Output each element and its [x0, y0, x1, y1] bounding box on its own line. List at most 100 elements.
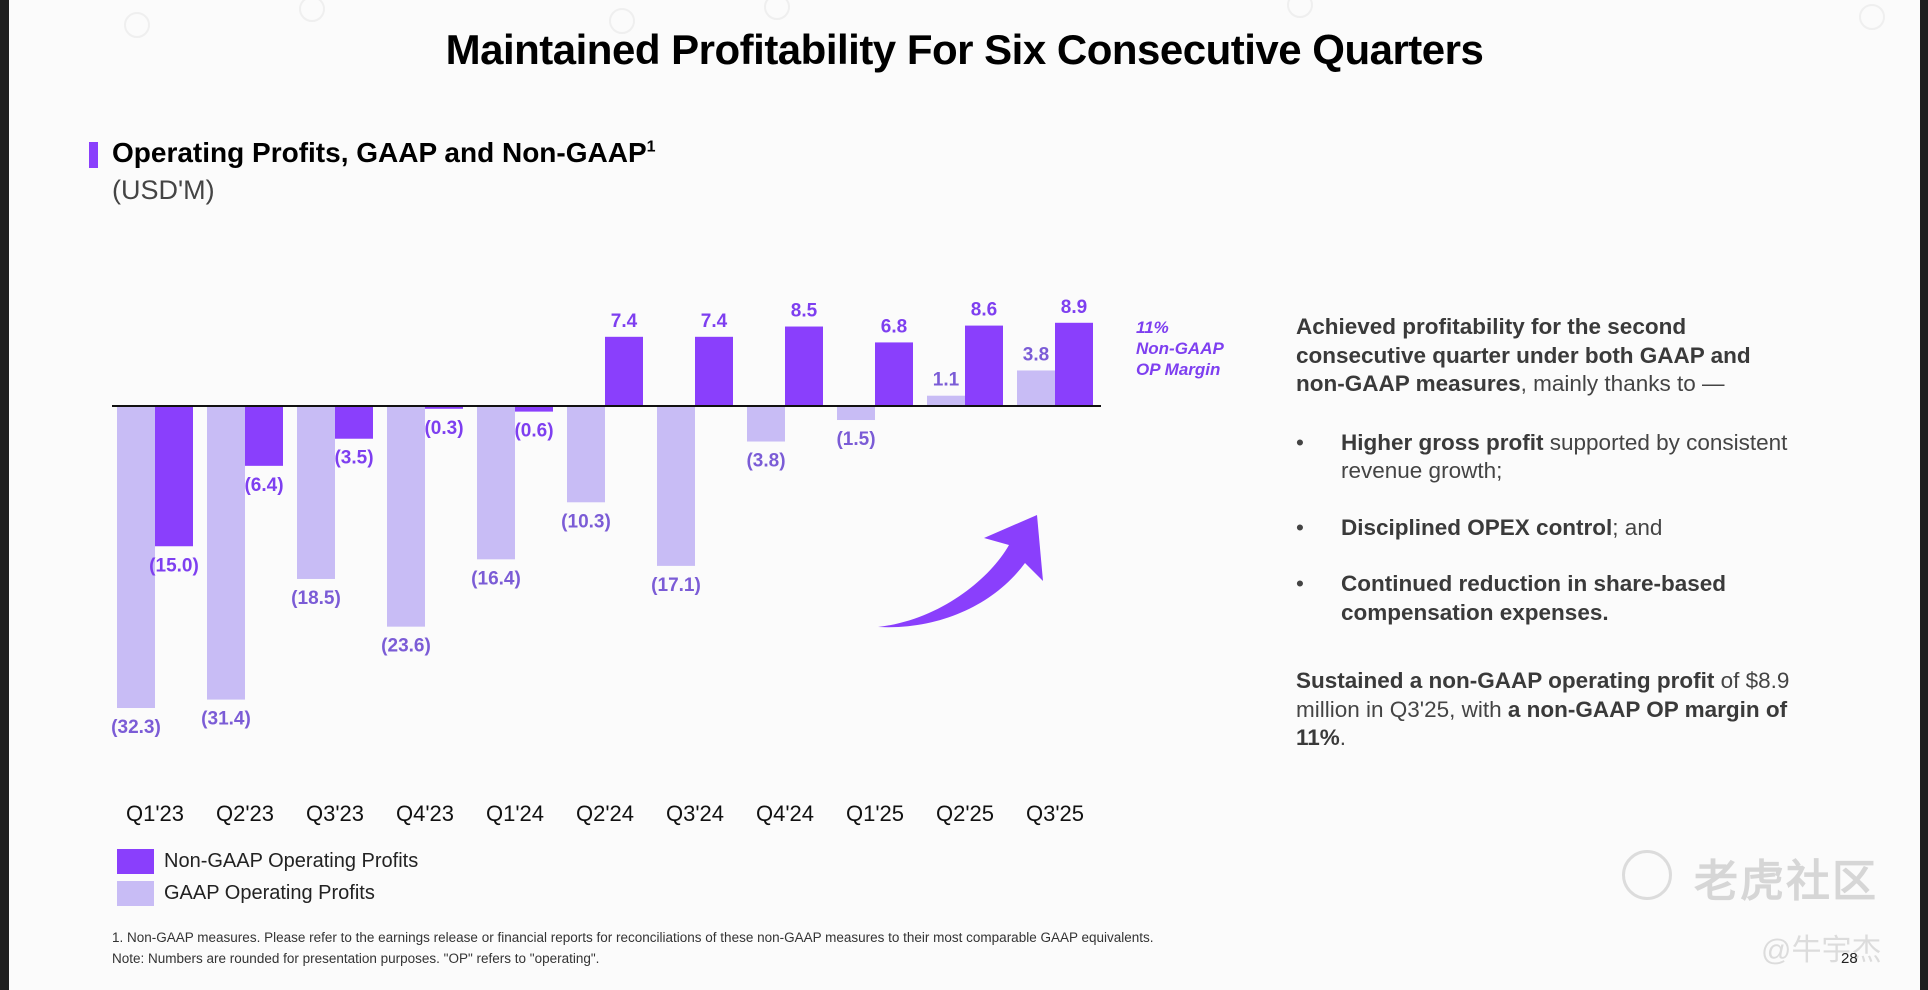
decorative-circle	[1859, 4, 1885, 30]
data-label-gaap: 1.1	[933, 370, 960, 391]
bullet-item: Higher gross profit supported by consist…	[1296, 429, 1796, 486]
x-tick-label: Q3'25	[1026, 801, 1084, 826]
bar-gaap	[207, 406, 245, 700]
x-tick-label: Q1'25	[846, 801, 904, 826]
x-tick-label: Q2'24	[576, 801, 634, 826]
x-tick-label: Q3'24	[666, 801, 724, 826]
bar-non-gaap	[695, 336, 733, 406]
x-tick-label: Q3'23	[306, 801, 364, 826]
bar-gaap	[837, 406, 875, 421]
legend-swatch-non-gaap	[117, 848, 154, 874]
bar-gaap	[387, 406, 425, 627]
data-label-non-gaap: (0.3)	[424, 418, 463, 439]
margin-annotation-line: 11%	[1136, 318, 1169, 337]
bullet-rest: ; and	[1612, 514, 1663, 540]
data-label-non-gaap: 6.8	[881, 316, 907, 337]
data-label-gaap: 3.8	[1023, 344, 1049, 365]
bar-gaap	[117, 406, 155, 709]
margin-annotation-line: Non-GAAP	[1136, 339, 1224, 358]
bar-non-gaap	[425, 406, 463, 409]
bar-gaap	[1017, 370, 1055, 406]
slide-title: Maintained Profitability For Six Consecu…	[445, 26, 1484, 73]
bullet-bold: Higher gross profit	[1341, 429, 1544, 455]
footnote-note: Note: Numbers are rounded for presentati…	[112, 951, 600, 966]
data-label-non-gaap: 8.5	[791, 301, 818, 322]
bar-non-gaap	[605, 336, 643, 406]
chart-title: Operating Profits, GAAP and Non-GAAP1	[112, 137, 656, 169]
data-label-non-gaap: 8.9	[1061, 297, 1087, 318]
margin-annotation: 11% Non-GAAP OP Margin	[1136, 317, 1224, 380]
data-label-gaap: (16.4)	[471, 568, 521, 589]
data-label-non-gaap: (15.0)	[149, 555, 199, 576]
data-label-non-gaap: 8.6	[971, 300, 997, 321]
page-number: 28	[1841, 950, 1858, 967]
legend-label: GAAP Operating Profits	[164, 881, 375, 904]
bar-non-gaap	[335, 406, 373, 439]
bullet-item: Disciplined OPEX control; and	[1296, 514, 1796, 543]
bar-gaap	[297, 406, 335, 579]
bar-non-gaap	[245, 406, 283, 466]
closing-text: .	[1339, 725, 1347, 750]
data-label-non-gaap: 7.4	[701, 311, 728, 332]
commentary-bullets: Higher gross profit supported by consist…	[1296, 429, 1796, 628]
legend-item-gaap: GAAP Operating Profits	[117, 877, 418, 909]
margin-annotation-line: OP Margin	[1136, 360, 1221, 379]
bar-non-gaap	[1055, 322, 1093, 406]
closing-bold: Sustained a non-GAAP operating profit	[1296, 668, 1715, 693]
chart-legend: Non-GAAP Operating Profits GAAP Operatin…	[117, 845, 418, 909]
legend-label: Non-GAAP Operating Profits	[164, 849, 419, 872]
bar-chart: (32.3) (31.4) (18.5) (23.6) (16.4) (10.3) (17.…	[111, 297, 1101, 826]
data-label-gaap: (1.5)	[836, 429, 875, 450]
bar-gaap	[927, 395, 965, 406]
footnote-1: 1. Non-GAAP measures. Please refer to th…	[112, 930, 1154, 945]
footnote-marker: 1	[646, 138, 656, 156]
legend-item-non-gaap: Non-GAAP Operating Profits	[117, 845, 418, 877]
data-label-gaap: (10.3)	[561, 511, 611, 532]
x-tick-label: Q4'24	[756, 801, 814, 826]
bar-non-gaap	[785, 326, 823, 406]
x-tick-label: Q1'24	[486, 801, 544, 826]
bullet-item: Continued reduction in share-based compe…	[1296, 570, 1796, 627]
x-tick-label: Q1'23	[126, 801, 184, 826]
watermark-text: 老虎社区	[1694, 857, 1878, 906]
bar-non-gaap	[875, 342, 913, 406]
legend-swatch-gaap	[117, 880, 154, 906]
closing-text: of $8.9 million in Q3'25, with	[1296, 668, 1790, 722]
watermark-author: @牛宇杰	[1761, 934, 1882, 967]
data-label-gaap: (23.6)	[381, 636, 431, 657]
decorative-circle	[299, 0, 325, 22]
decorative-circle	[609, 8, 635, 34]
bar-non-gaap	[515, 406, 553, 412]
x-tick-label: Q4'23	[396, 801, 454, 826]
x-tick-label: Q2'23	[216, 801, 274, 826]
commentary-intro-rest: , mainly thanks to —	[1520, 371, 1725, 396]
data-label-non-gaap: (6.4)	[244, 475, 283, 496]
closing-bold: a non-GAAP OP margin of 11%	[1296, 696, 1788, 751]
bar-gaap	[477, 406, 515, 560]
watermark-logo-icon	[1622, 850, 1672, 900]
slide: Maintained Profitability For Six Consecu…	[9, 0, 1920, 990]
commentary-intro-bold: Achieved profitability for the second co…	[1296, 314, 1751, 396]
bar-non-gaap	[965, 325, 1003, 406]
chart-unit: (USD'M)	[112, 175, 215, 205]
data-label-gaap: (32.3)	[111, 717, 161, 738]
data-label-gaap: (17.1)	[651, 575, 701, 596]
decorative-circle	[1287, 0, 1313, 18]
bar-gaap	[747, 406, 785, 442]
bullet-rest: supported by consistent revenue growth;	[1341, 429, 1788, 484]
bar-gaap	[657, 406, 695, 566]
trend-arrow-icon	[878, 515, 1043, 628]
data-label-gaap: (3.8)	[746, 451, 785, 472]
commentary-intro: Achieved profitability for the second co…	[1296, 313, 1796, 399]
data-label-gaap: (31.4)	[201, 709, 251, 730]
x-tick-label: Q2'25	[936, 801, 994, 826]
bar-gaap	[567, 406, 605, 503]
chart-title-text: Operating Profits, GAAP and Non-GAAP	[112, 137, 647, 168]
bullet-bold: Disciplined OPEX control	[1341, 514, 1613, 540]
bullet-bold: Continued reduction in share-based compe…	[1341, 571, 1727, 625]
data-label-gaap: (18.5)	[291, 588, 341, 609]
commentary-closing: Sustained a non-GAAP operating profit of…	[1296, 667, 1796, 753]
data-label-non-gaap: (3.5)	[334, 448, 373, 469]
commentary-panel: Achieved profitability for the second co…	[1296, 313, 1796, 753]
section-accent-bar	[89, 142, 98, 168]
